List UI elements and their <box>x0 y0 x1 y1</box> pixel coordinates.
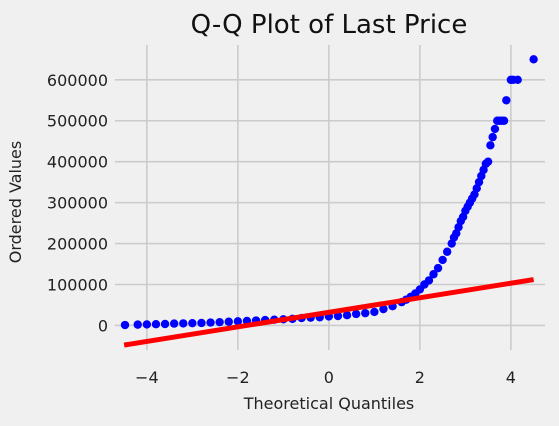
data-point <box>499 116 509 125</box>
data-point <box>429 270 438 279</box>
data-point <box>197 318 206 328</box>
data-point <box>179 319 188 328</box>
y-axis-ticks: 0 100000 200000 300000 400000 500000 600000 <box>47 71 108 336</box>
y-tick-label: 400000 <box>47 153 108 172</box>
y-tick-label: 300000 <box>47 194 108 213</box>
y-tick-label: 500000 <box>47 112 108 131</box>
data-point <box>490 124 500 134</box>
data-point <box>133 320 142 329</box>
data-point <box>233 317 243 326</box>
fit-line <box>123 277 535 348</box>
data-point <box>120 320 130 330</box>
data-point <box>188 318 197 328</box>
y-tick-label: 600000 <box>47 71 108 90</box>
data-point <box>215 317 224 327</box>
data-point <box>529 55 538 64</box>
chart-title: Q-Q Plot of Last Price <box>191 10 468 40</box>
data-point <box>424 276 434 285</box>
data-point <box>151 320 161 329</box>
x-tick-label: 4 <box>506 368 516 387</box>
y-tick-label: 0 <box>98 316 108 335</box>
y-tick-label: 200000 <box>47 235 108 254</box>
data-point <box>488 132 497 142</box>
y-axis-label: Ordered Values <box>6 141 25 263</box>
fit-line-layer <box>123 277 535 348</box>
y-tick-label: 100000 <box>47 275 108 294</box>
data-point <box>486 141 495 150</box>
data-point <box>502 96 511 105</box>
data-point <box>169 319 179 328</box>
x-tick-label: −2 <box>226 368 250 387</box>
x-tick-label: 0 <box>324 368 334 387</box>
data-point <box>513 75 522 84</box>
x-axis-label: Theoretical Quantiles <box>243 394 415 413</box>
data-point <box>351 309 361 319</box>
data-point <box>342 311 352 320</box>
x-axis-ticks: −4 −2 0 2 4 <box>135 368 516 387</box>
data-point <box>442 247 452 256</box>
data-point <box>433 263 443 273</box>
data-point <box>206 318 215 327</box>
data-point <box>160 319 170 329</box>
data-point <box>142 320 152 329</box>
data-point <box>438 255 447 265</box>
data-point <box>483 157 493 166</box>
data-point <box>361 308 370 318</box>
data-point <box>370 307 379 317</box>
data-point <box>224 317 233 326</box>
data-point <box>379 304 388 314</box>
x-tick-label: −4 <box>135 368 159 387</box>
data-point <box>333 311 343 321</box>
x-tick-label: 2 <box>415 368 425 387</box>
